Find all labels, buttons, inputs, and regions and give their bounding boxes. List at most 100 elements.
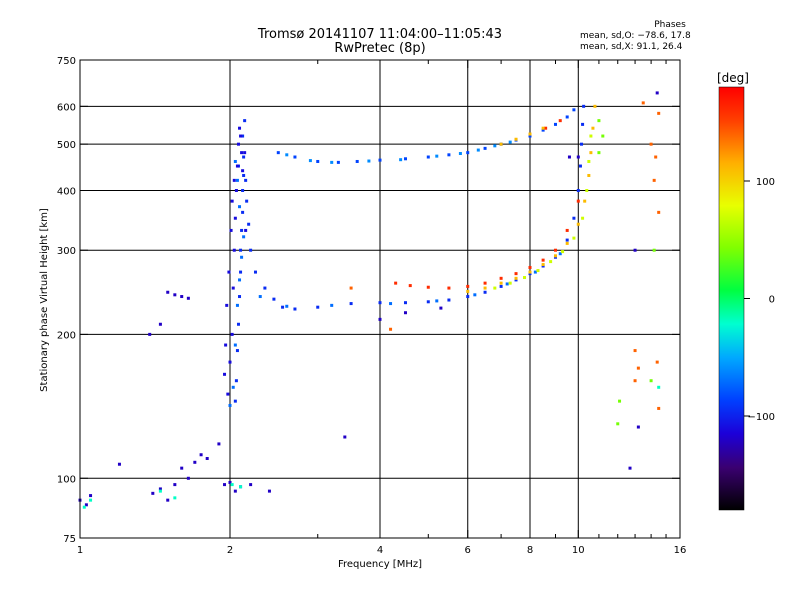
data-point <box>234 188 238 192</box>
data-point <box>523 276 527 280</box>
data-point <box>403 157 407 161</box>
data-point <box>233 216 237 220</box>
data-point <box>581 122 585 126</box>
data-point <box>435 154 439 158</box>
colorbar-unit-label: [deg] <box>717 71 749 85</box>
data-point <box>378 301 382 305</box>
data-point <box>541 263 545 267</box>
phase-statistics-heading: Phases <box>654 20 686 30</box>
data-point <box>389 327 393 331</box>
data-point <box>580 142 584 146</box>
x-tick-label: 1 <box>77 545 83 556</box>
data-point <box>597 119 601 123</box>
data-point <box>293 307 297 311</box>
x-tick-label: 2 <box>227 545 233 556</box>
data-point <box>232 248 236 252</box>
data-point <box>349 302 353 306</box>
data-point <box>483 290 487 294</box>
data-point <box>499 284 503 288</box>
data-point <box>238 278 242 282</box>
data-point <box>239 270 243 274</box>
data-point <box>244 178 248 182</box>
data-point <box>239 248 243 252</box>
data-point <box>649 379 653 383</box>
data-point <box>205 456 209 460</box>
data-point <box>316 159 320 163</box>
data-point <box>655 91 659 95</box>
y-tick-label: 750 <box>57 56 76 67</box>
data-point <box>572 216 576 220</box>
data-point <box>240 151 244 155</box>
data-point <box>230 483 234 487</box>
data-point <box>158 489 162 493</box>
data-point <box>173 496 177 500</box>
axes: 1 2 4 6 8 10 16 75 100 200 300 400 500 600 750 <box>57 56 686 556</box>
data-point <box>553 122 557 126</box>
data-point <box>180 295 184 299</box>
data-point <box>581 216 585 220</box>
data-point <box>565 228 569 232</box>
data-point <box>233 159 237 163</box>
data-point <box>158 487 162 491</box>
data-point <box>499 142 503 146</box>
y-tick-label: 200 <box>57 330 76 341</box>
data-point <box>316 305 320 309</box>
data-point <box>641 101 645 105</box>
data-point <box>236 142 240 146</box>
data-point <box>186 296 190 300</box>
data-point <box>367 159 371 163</box>
phase-colorbar <box>718 86 745 511</box>
chart-title-line-1: Tromsø 20141107 11:04:00–11:05:43 <box>257 27 503 42</box>
data-point <box>483 146 487 150</box>
data-point <box>180 466 184 470</box>
data-point <box>576 222 580 226</box>
data-point <box>231 286 235 290</box>
data-point <box>330 303 334 307</box>
data-point <box>89 498 93 502</box>
grid-lines <box>80 60 680 538</box>
data-point <box>241 210 245 214</box>
data-point <box>583 199 587 203</box>
data-point <box>587 173 591 177</box>
data-point <box>230 332 234 336</box>
data-point <box>355 159 359 163</box>
y-tick-label: 400 <box>57 186 76 197</box>
data-point <box>235 178 239 182</box>
data-point <box>576 199 580 203</box>
data-point <box>151 491 155 495</box>
x-tick-label: 4 <box>377 545 383 556</box>
data-point <box>561 250 565 254</box>
data-point <box>528 272 532 276</box>
data-point <box>241 134 245 138</box>
data-point <box>528 132 532 136</box>
data-point <box>308 159 312 163</box>
data-point <box>558 119 562 123</box>
data-points <box>78 91 661 509</box>
data-point <box>439 306 443 310</box>
data-point <box>233 399 237 403</box>
data-point <box>239 485 243 489</box>
data-point <box>657 111 661 115</box>
phase-statistics-x: mean, sd,X: 91.1, 26.4 <box>580 42 683 52</box>
data-point <box>173 293 177 297</box>
data-point <box>633 349 637 353</box>
data-point <box>657 406 661 410</box>
data-point <box>186 476 190 480</box>
data-point <box>541 128 545 132</box>
data-point <box>82 505 86 509</box>
data-point <box>466 151 470 155</box>
data-point <box>343 435 347 439</box>
data-point <box>228 360 232 364</box>
data-point <box>378 317 382 321</box>
data-point <box>389 302 393 306</box>
data-point <box>166 498 170 502</box>
data-point <box>426 285 430 289</box>
data-point <box>435 299 439 303</box>
data-point <box>158 322 162 326</box>
data-point <box>238 126 242 130</box>
x-tick-label: 16 <box>674 545 687 556</box>
data-point <box>394 281 398 285</box>
data-point <box>233 489 237 493</box>
data-point <box>84 503 88 507</box>
colorbar-tick-label: 100 <box>756 177 775 188</box>
